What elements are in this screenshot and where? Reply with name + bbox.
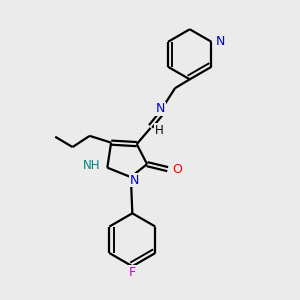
Text: N: N bbox=[156, 102, 166, 115]
Text: N: N bbox=[130, 173, 139, 187]
Text: F: F bbox=[129, 266, 136, 279]
Text: H: H bbox=[155, 124, 164, 137]
Text: N: N bbox=[216, 35, 226, 48]
Text: O: O bbox=[173, 163, 182, 176]
Text: NH: NH bbox=[83, 159, 101, 172]
